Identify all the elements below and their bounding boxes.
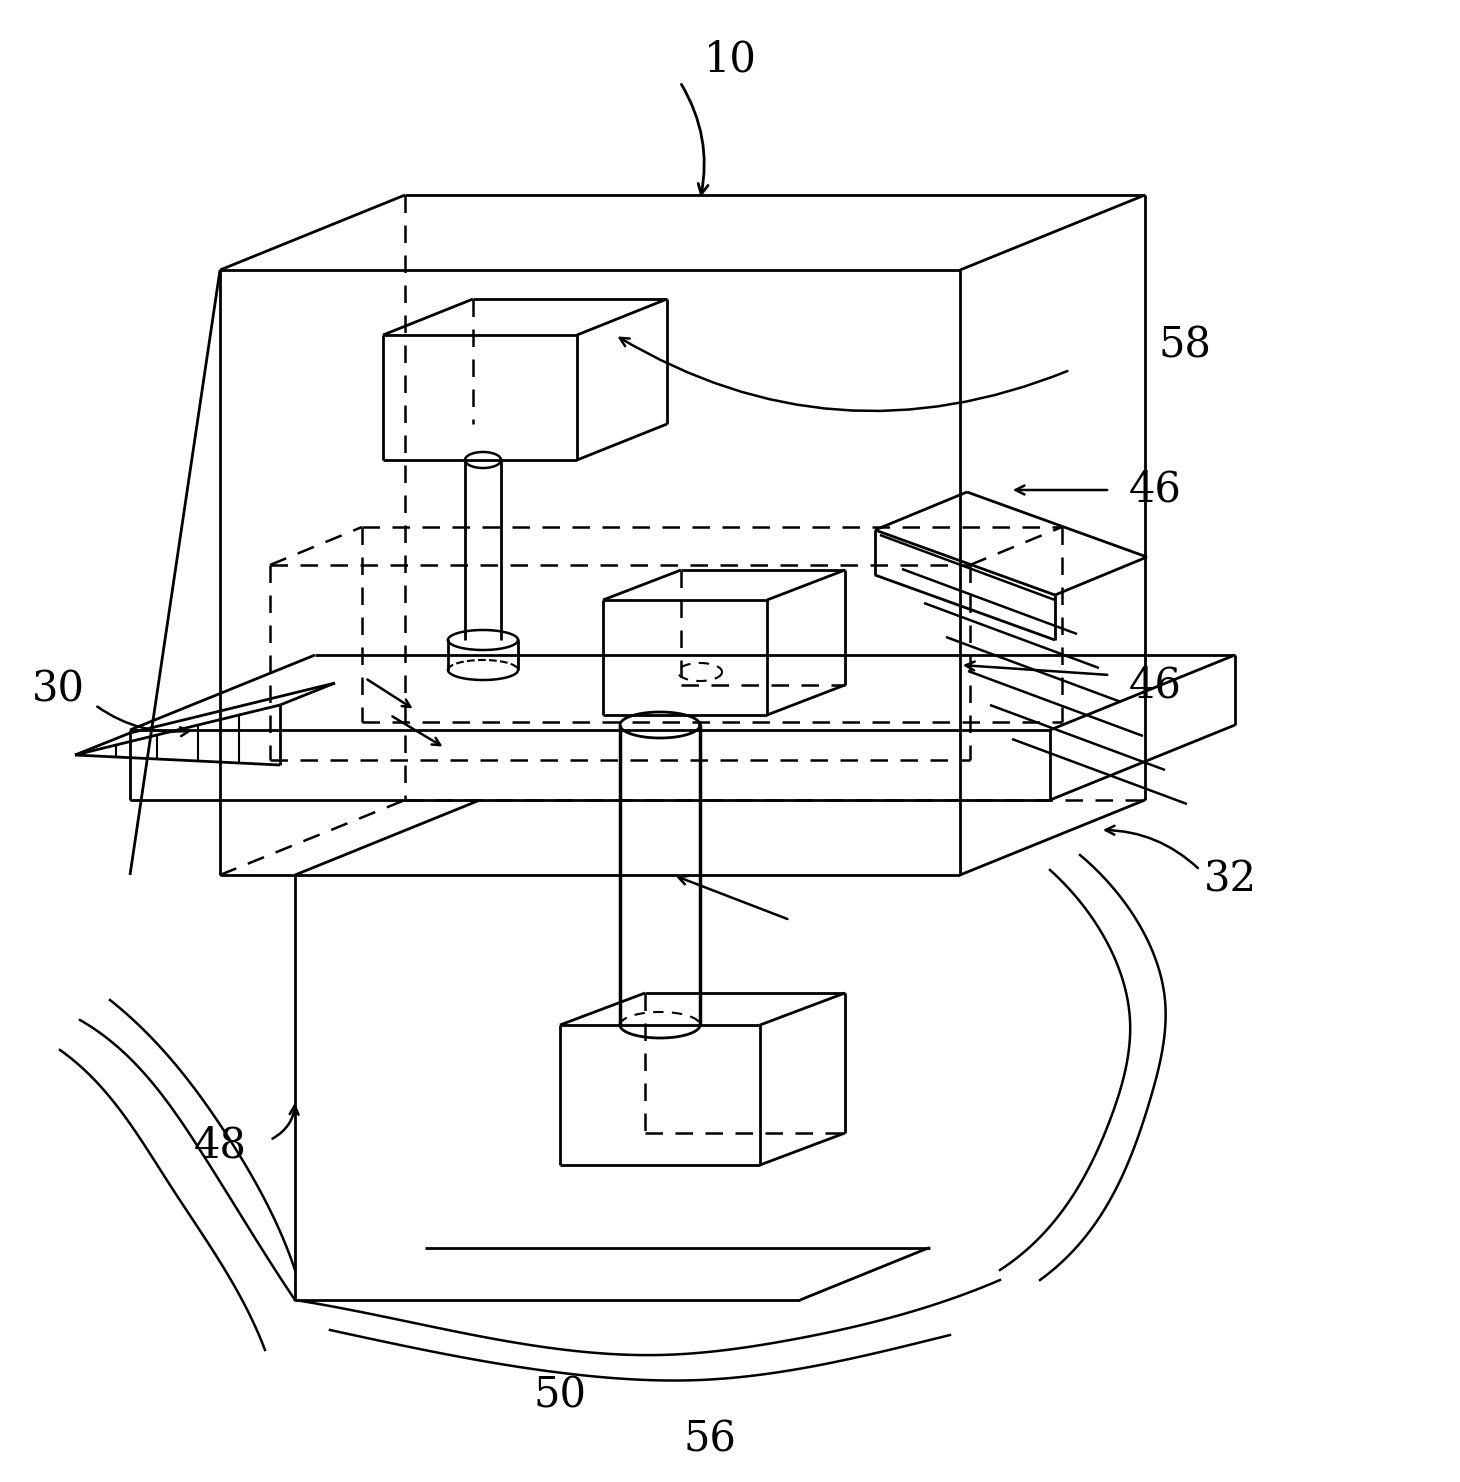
Text: 10: 10 <box>704 39 756 82</box>
Text: 32: 32 <box>1203 860 1257 901</box>
Text: 46: 46 <box>1129 468 1181 511</box>
Text: 30: 30 <box>32 668 85 711</box>
Text: 50: 50 <box>533 1374 587 1415</box>
Text: 46: 46 <box>1129 664 1181 705</box>
Text: 58: 58 <box>1159 325 1212 366</box>
Text: 48: 48 <box>194 1123 247 1166</box>
Text: 56: 56 <box>683 1418 736 1461</box>
